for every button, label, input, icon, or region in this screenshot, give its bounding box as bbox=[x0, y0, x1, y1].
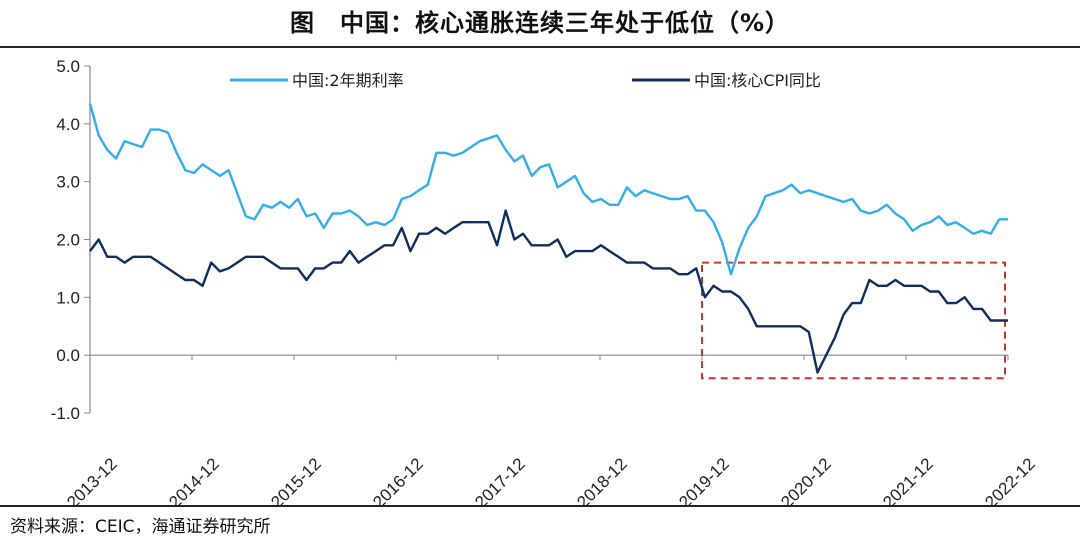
x-tick-label: 2016-12 bbox=[369, 454, 427, 505]
line-chart: 5.0 4.0 3.0 2.0 1.0 0.0 -1.0 2013-12 2014-12 201… bbox=[51, 57, 1039, 505]
x-tick-label: 2022-12 bbox=[981, 454, 1039, 505]
y-tick-label: 1.0 bbox=[56, 288, 80, 307]
x-tick-label: 2018-12 bbox=[573, 454, 631, 505]
x-tick-label: 2017-12 bbox=[471, 454, 529, 505]
y-tick-label: 5.0 bbox=[56, 57, 80, 76]
x-tick-label: 2013-12 bbox=[63, 454, 121, 505]
x-tick-label: 2014-12 bbox=[165, 454, 223, 505]
y-tick-label: 2.0 bbox=[56, 231, 80, 250]
y-tick-label: 4.0 bbox=[56, 115, 80, 134]
annotation-layer bbox=[701, 261, 1006, 380]
source-note: 资料来源：CEIC，海通证券研究所 bbox=[10, 517, 271, 537]
legend-label: 中国:核心CPI同比 bbox=[694, 71, 821, 90]
footer-divider bbox=[0, 505, 1080, 507]
title-divider bbox=[0, 46, 1080, 48]
x-tick-label: 2015-12 bbox=[267, 454, 325, 505]
series-line-2 bbox=[89, 209, 1008, 374]
x-tick-label: 2020-12 bbox=[777, 454, 835, 505]
y-tick-label: 3.0 bbox=[56, 173, 80, 192]
legend-label: 中国:2年期利率 bbox=[292, 71, 404, 90]
legend: 中国:2年期利率 中国:核心CPI同比 bbox=[230, 71, 821, 90]
x-tick-label: 2019-12 bbox=[675, 454, 733, 505]
chart-title: 图 中国：核心通胀连续三年处于低位（%） bbox=[289, 9, 791, 37]
series-layer bbox=[88, 103, 1008, 374]
series-line-1 bbox=[88, 103, 1008, 276]
y-axis: 5.0 4.0 3.0 2.0 1.0 0.0 -1.0 bbox=[51, 57, 91, 423]
y-tick-label: 0.0 bbox=[56, 346, 80, 365]
x-tick-label: 2021-12 bbox=[879, 454, 937, 505]
y-tick-label: -1.0 bbox=[51, 404, 80, 423]
highlight-box bbox=[701, 261, 1006, 380]
